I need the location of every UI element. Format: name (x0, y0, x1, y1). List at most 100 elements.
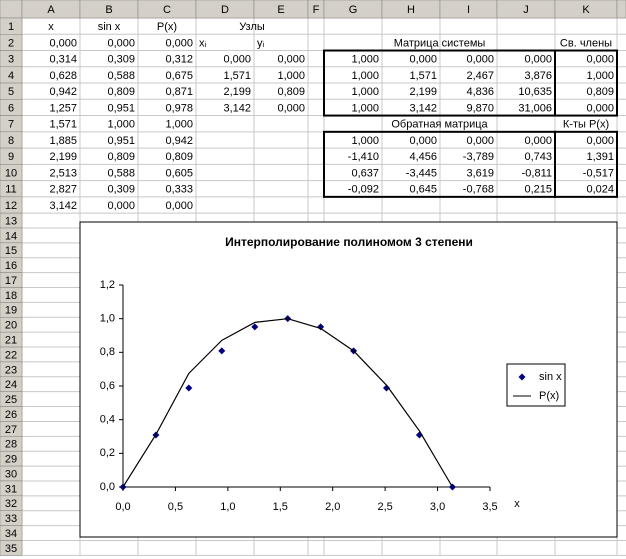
legend-label: sin x (539, 371, 562, 383)
column-header-label: H (407, 4, 415, 16)
row-header-label: 34 (5, 528, 17, 540)
cell: 1,000 (277, 70, 305, 82)
x-tick-label: 2,5 (377, 501, 392, 513)
data-point (317, 323, 325, 331)
x-axis-title: x (514, 498, 520, 510)
cell: 1,885 (49, 135, 77, 147)
row-header-label: 27 (5, 424, 17, 436)
chart-title: Интерполирование полиномом 3 степени (225, 235, 473, 249)
cell: 0,333 (165, 184, 193, 196)
row-header-label: 20 (5, 320, 17, 332)
row-header-label: 16 (5, 260, 17, 272)
cell: 0,000 (165, 200, 193, 212)
column-header-label: E (277, 4, 284, 16)
cell: 0,645 (409, 184, 437, 196)
cell: 4,836 (466, 86, 494, 98)
row-header-label: 26 (5, 409, 17, 421)
cell: 0,942 (49, 86, 77, 98)
cell: sin x (98, 21, 121, 33)
cell: Узлы (239, 21, 265, 33)
cell: -0,517 (583, 167, 614, 179)
row-header-label: 19 (5, 305, 17, 317)
cell: 2,827 (49, 184, 77, 196)
column-header-label: C (163, 4, 171, 16)
cell: 0,000 (586, 102, 614, 114)
cell: 3,619 (466, 167, 494, 179)
cell: Обратная матрица (391, 119, 488, 131)
cell: 0,871 (165, 86, 193, 98)
row-header-label: 35 (5, 543, 17, 555)
cell: 1,257 (49, 102, 77, 114)
cell: 1,000 (351, 70, 379, 82)
row-header-label: 14 (5, 230, 17, 242)
cell: 0,000 (586, 135, 614, 147)
row-header-label: 32 (5, 498, 17, 510)
cell: 1,000 (586, 70, 614, 82)
cell: 0,675 (165, 70, 193, 82)
cell: 1,000 (165, 119, 193, 131)
row-header-label: 24 (5, 379, 17, 391)
y-tick-label: 0,2 (100, 447, 115, 459)
cell: 0,314 (49, 54, 77, 66)
cell: -3,789 (463, 151, 494, 163)
cell: -3,445 (406, 167, 437, 179)
column-header (616, 0, 626, 19)
cell: 0,809 (277, 86, 305, 98)
y-tick-label: 0,4 (100, 414, 115, 426)
cell: 10,635 (518, 86, 552, 98)
x-tick-label: 0,0 (115, 501, 130, 513)
row-header-label: 5 (8, 86, 14, 98)
cell: 0,588 (107, 167, 135, 179)
cell: 0,024 (586, 184, 614, 196)
cell: 0,809 (165, 151, 193, 163)
x-tick-label: 3,0 (430, 501, 445, 513)
y-tick-label: 1,0 (100, 313, 115, 325)
row-header-label: 7 (8, 119, 14, 131)
cell: 0,000 (524, 54, 552, 66)
cell: 0,000 (107, 200, 135, 212)
column-header-label: G (349, 4, 358, 16)
cell: 9,870 (466, 102, 494, 114)
cell: 0,978 (165, 102, 193, 114)
cell: 0,215 (524, 184, 552, 196)
cell: 0,000 (165, 37, 193, 49)
cell: 0,000 (49, 37, 77, 49)
cell: 1,000 (351, 135, 379, 147)
cell: 1,000 (351, 102, 379, 114)
row-header-label: 28 (5, 439, 17, 451)
data-point (218, 347, 226, 355)
cell: 1,000 (107, 119, 135, 131)
y-tick-label: 0,0 (100, 481, 115, 493)
cell: 1,571 (49, 119, 77, 131)
row-header-label: 2 (8, 37, 14, 49)
row-header-label: 10 (5, 167, 17, 179)
cell: 1,571 (409, 70, 437, 82)
cell: x (48, 21, 54, 33)
cell: 1,000 (351, 86, 379, 98)
column-header-label: B (105, 4, 112, 16)
cell: 0,000 (466, 54, 494, 66)
range-border (554, 130, 618, 198)
cell: 1,391 (586, 151, 614, 163)
row-header-label: 22 (5, 349, 17, 361)
cell: Св. члены (560, 37, 612, 49)
cell: 3,142 (409, 102, 437, 114)
cell: -0,768 (463, 184, 494, 196)
row-header-label: 4 (8, 70, 14, 82)
cell: 0,951 (107, 135, 135, 147)
cell: 0,628 (49, 70, 77, 82)
cell: 0,309 (107, 184, 135, 196)
cell: 4,456 (409, 151, 437, 163)
row-header-label: 1 (8, 21, 14, 33)
cell: 31,006 (518, 102, 552, 114)
row-header-label: 3 (8, 54, 14, 66)
cell: К-ты P(x) (563, 119, 609, 131)
cell: P(x) (157, 21, 177, 33)
cell: 0,809 (586, 86, 614, 98)
row-header-label: 13 (5, 215, 17, 227)
cell: 0,743 (524, 151, 552, 163)
cell: 0,809 (107, 86, 135, 98)
row-header-label: 29 (5, 454, 17, 466)
row-header-label: 33 (5, 513, 17, 525)
